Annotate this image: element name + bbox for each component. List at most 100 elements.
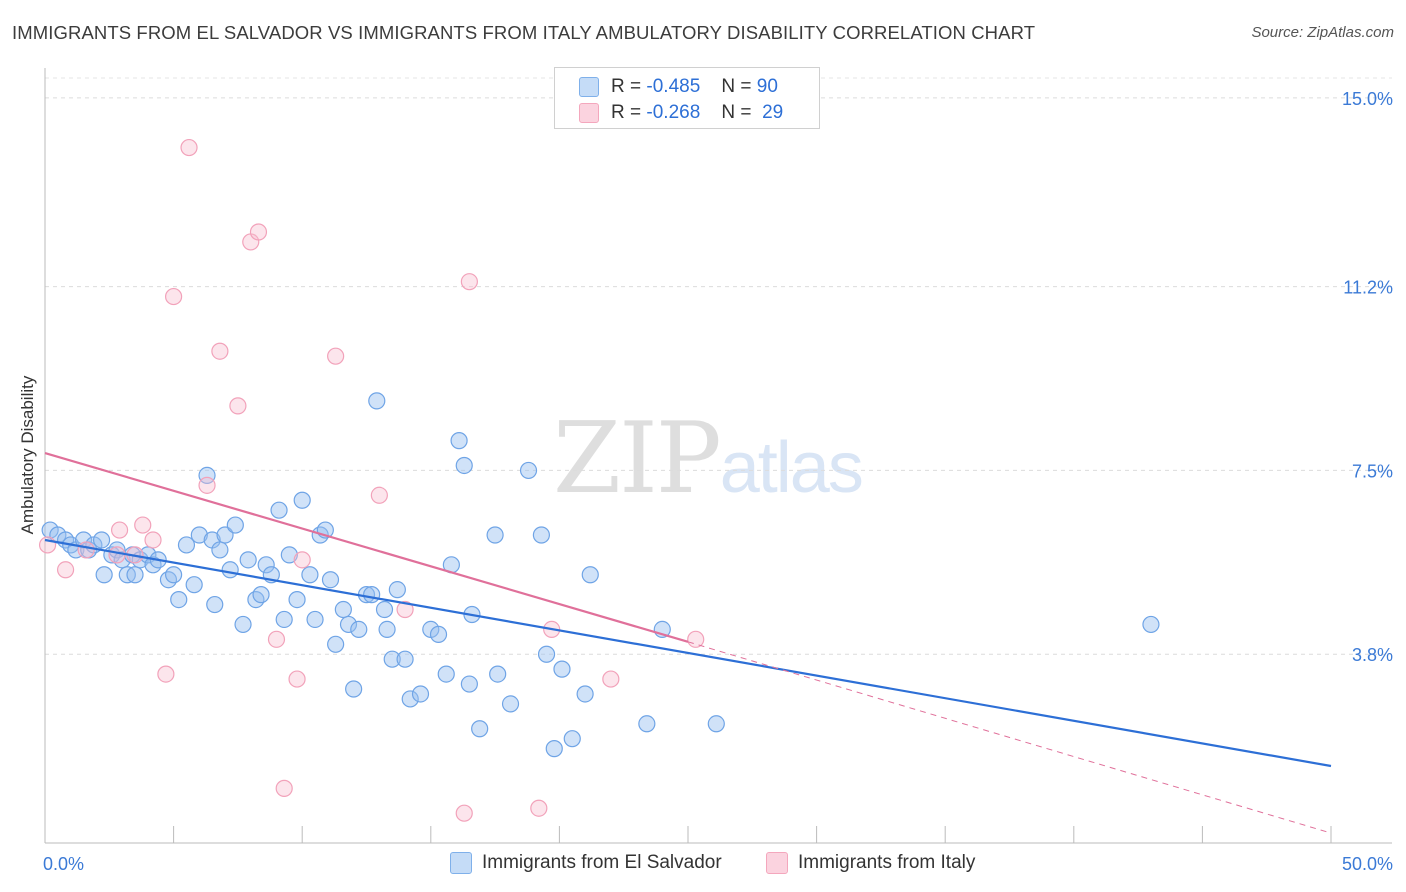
data-point-el-salvador xyxy=(339,615,358,634)
data-point-el-salvador xyxy=(311,526,329,544)
series-legend-el-salvador: Immigrants from El Salvador xyxy=(450,852,722,874)
data-point-el-salvador xyxy=(306,610,324,629)
data-point-el-salvador xyxy=(190,526,208,544)
data-point-el-salvador xyxy=(345,680,363,698)
data-point-el-salvador xyxy=(198,466,216,485)
data-point-el-salvador xyxy=(247,590,265,609)
legend-r-value: -0.485 xyxy=(646,76,701,97)
data-point-italy xyxy=(165,287,183,306)
series-legend-italy: Immigrants from Italy xyxy=(766,852,975,874)
data-point-el-salvador xyxy=(234,615,252,634)
data-point-el-salvador xyxy=(545,740,563,758)
data-point-italy xyxy=(229,397,247,415)
data-point-el-salvador xyxy=(334,600,352,619)
series-legend-label: Immigrants from Italy xyxy=(798,852,976,873)
data-point-el-salvador xyxy=(293,491,311,509)
data-point-el-salvador xyxy=(288,590,306,609)
series-legend-swatch-italy xyxy=(766,852,788,874)
legend-n-label: N = xyxy=(721,76,752,97)
x-tick-label: 50.0% xyxy=(1342,854,1393,874)
data-point-el-salvador xyxy=(429,625,448,643)
data-point-el-salvador xyxy=(252,586,270,604)
data-point-italy xyxy=(56,561,75,579)
data-point-el-salvador xyxy=(383,650,401,668)
data-point-el-salvador xyxy=(532,526,550,544)
data-point-italy xyxy=(288,670,306,688)
data-point-el-salvador xyxy=(363,586,381,604)
y-tick-label: 3.8% xyxy=(1352,645,1393,665)
legend-n-value: 90 xyxy=(756,76,778,97)
data-point-el-salvador xyxy=(707,715,725,733)
axes xyxy=(44,68,1392,844)
data-point-el-salvador xyxy=(411,685,430,703)
data-point-el-salvador xyxy=(537,645,556,663)
tick-labels: 3.8% 7.5% 11.2% 15.0% 0.0% 50.0% xyxy=(43,89,1393,874)
data-point-el-salvador xyxy=(206,595,224,614)
legend-n-label: N = xyxy=(721,102,752,123)
data-point-el-salvador xyxy=(519,461,538,480)
y-tick-label: 7.5% xyxy=(1352,461,1393,481)
data-point-italy xyxy=(687,630,705,648)
data-point-el-salvador xyxy=(455,456,473,475)
data-point-el-salvador xyxy=(170,590,188,609)
data-point-italy xyxy=(110,521,129,539)
data-point-italy xyxy=(370,486,388,504)
data-point-el-salvador xyxy=(159,571,178,589)
data-point-el-salvador xyxy=(113,551,131,569)
data-point-italy xyxy=(396,600,414,619)
series-legend: Immigrants from El Salvador Immigrants f… xyxy=(0,852,1406,878)
data-point-italy xyxy=(180,138,198,157)
watermark-atlas: atlas xyxy=(719,428,864,508)
data-point-el-salvador xyxy=(401,690,419,708)
y-tick-label: 11.2% xyxy=(1343,278,1393,298)
y-tick-label: 15.0% xyxy=(1342,89,1393,109)
data-point-el-salvador xyxy=(563,730,581,748)
data-point-el-salvador xyxy=(378,620,396,638)
data-point-italy xyxy=(327,347,345,365)
data-point-el-salvador xyxy=(396,650,414,668)
series-legend-swatch-el-salvador xyxy=(450,852,472,874)
data-point-el-salvador xyxy=(553,660,571,678)
legend-r-label: R = xyxy=(611,102,642,123)
data-point-el-salvador xyxy=(450,432,468,450)
legend-swatch-italy xyxy=(579,103,599,123)
data-point-el-salvador xyxy=(74,531,93,549)
data-point-italy xyxy=(293,551,311,569)
legend-n-value: 29 xyxy=(762,102,784,123)
data-point-el-salvador xyxy=(95,566,113,584)
data-point-el-salvador xyxy=(221,561,239,579)
data-point-el-salvador xyxy=(576,685,594,703)
data-point-el-salvador xyxy=(471,720,489,738)
data-point-el-salvador xyxy=(270,501,288,519)
watermark: ZIPatlas xyxy=(553,402,864,516)
data-point-el-salvador xyxy=(581,566,599,584)
legend-row-el-salvador: R = -0.485 N = 90 xyxy=(579,75,778,99)
trend-line-el-salvador xyxy=(44,538,1332,768)
data-point-el-salvador xyxy=(239,551,257,569)
data-point-italy xyxy=(198,476,216,494)
series-el-salvador xyxy=(41,392,1160,758)
data-point-el-salvador xyxy=(368,392,386,410)
data-point-el-salvador xyxy=(501,695,520,713)
data-point-italy xyxy=(530,799,548,817)
source-label: Source: ZipAtlas.com xyxy=(1251,24,1394,41)
data-point-el-salvador xyxy=(92,531,111,549)
data-point-el-salvador xyxy=(216,526,234,544)
data-point-el-salvador xyxy=(375,600,394,619)
data-point-italy xyxy=(267,630,286,648)
data-point-el-salvador xyxy=(437,665,455,683)
data-point-el-salvador xyxy=(460,675,478,693)
data-point-el-salvador xyxy=(177,536,196,554)
data-point-el-salvador xyxy=(226,516,244,534)
data-point-el-salvador xyxy=(638,715,656,733)
data-point-italy xyxy=(249,223,268,241)
data-point-el-salvador xyxy=(257,556,275,574)
legend-r-label: R = xyxy=(611,76,642,97)
legend-swatch-el-salvador xyxy=(579,77,599,97)
trend-line-italy-extension xyxy=(687,641,1332,834)
data-point-italy xyxy=(108,546,126,564)
data-point-el-salvador xyxy=(321,571,340,589)
trend-line-italy xyxy=(44,451,689,643)
data-point-italy xyxy=(602,670,620,688)
